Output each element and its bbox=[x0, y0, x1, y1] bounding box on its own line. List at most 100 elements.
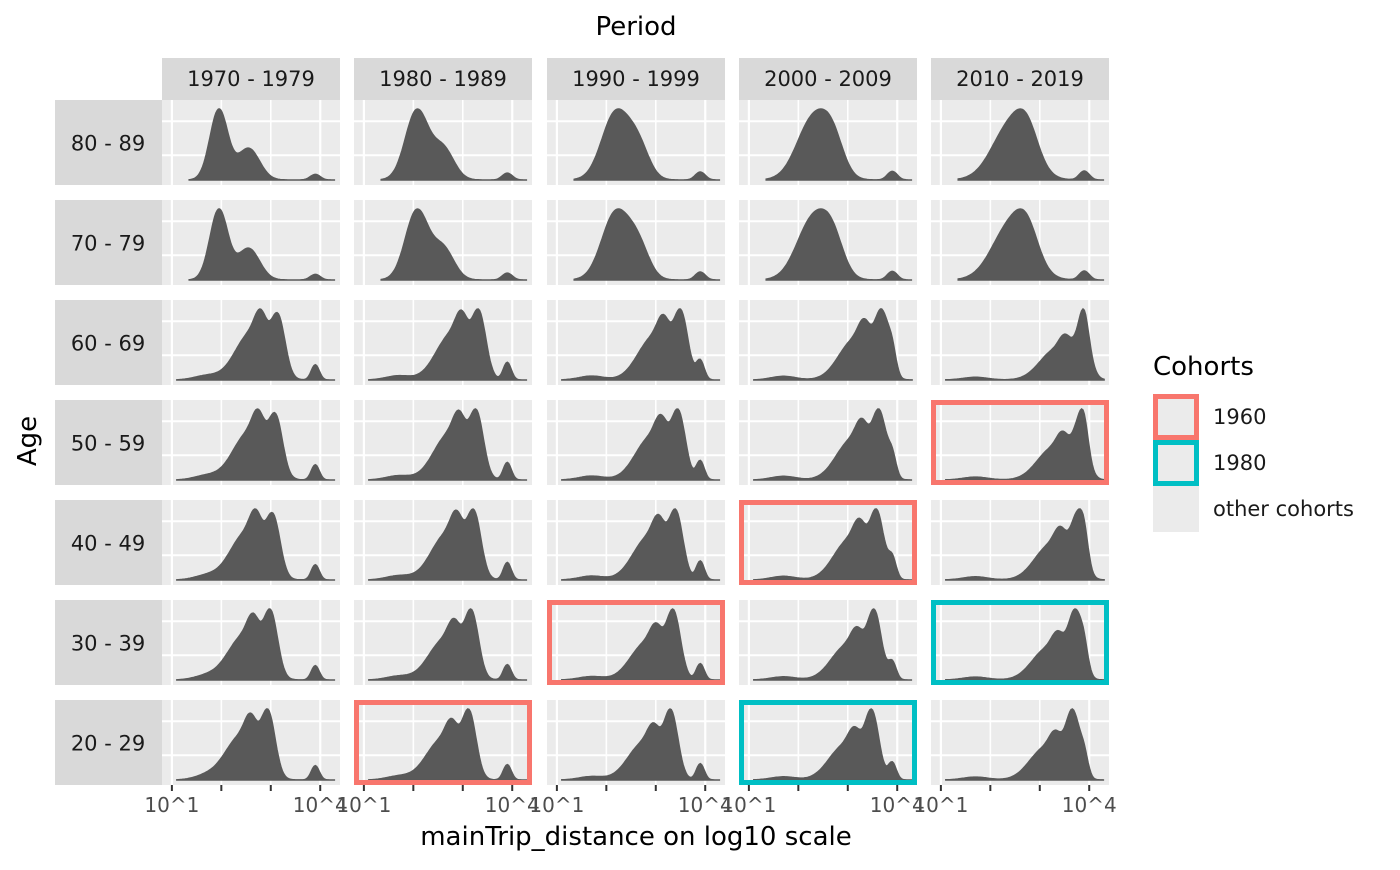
x-tick-label: 10^1 bbox=[913, 793, 968, 817]
panel-6-4 bbox=[931, 700, 1109, 785]
panel-6-2 bbox=[547, 700, 725, 785]
cohort-highlight-1960 bbox=[547, 600, 725, 685]
age-strip-label: 70 - 79 bbox=[71, 232, 145, 256]
period-strip-label: 2010 - 2019 bbox=[956, 67, 1084, 91]
legend-item-1: 1980 bbox=[1153, 440, 1266, 486]
period-strip-bg bbox=[162, 58, 340, 100]
panel-2-2 bbox=[547, 300, 725, 385]
density-area bbox=[561, 608, 721, 681]
age-strip-0: 80 - 89 bbox=[55, 100, 162, 185]
density-area bbox=[957, 108, 1105, 181]
density-area bbox=[368, 708, 528, 781]
period-strip-1: 1980 - 1989 bbox=[354, 58, 532, 100]
panel-2-3 bbox=[739, 300, 917, 385]
density-area bbox=[945, 708, 1105, 781]
period-strip-bg bbox=[931, 58, 1109, 100]
period-strip-label: 1970 - 1979 bbox=[187, 67, 315, 91]
panel-2-4 bbox=[931, 300, 1109, 385]
panel-0-2 bbox=[547, 100, 725, 185]
panel-4-1 bbox=[354, 500, 532, 585]
density-area bbox=[945, 407, 1105, 481]
x-tick-label: 10^1 bbox=[144, 793, 199, 817]
cohort-highlight-1960 bbox=[931, 400, 1109, 485]
panel-5-0 bbox=[162, 600, 340, 685]
density-area bbox=[561, 308, 721, 381]
density-area bbox=[561, 708, 721, 781]
cohort-highlight-1980 bbox=[739, 700, 917, 785]
x-axis-label: mainTrip_distance on log10 scale bbox=[420, 822, 852, 852]
panel-1-4 bbox=[931, 200, 1109, 285]
period-strip-bg bbox=[547, 58, 725, 100]
panel-3-0 bbox=[162, 400, 340, 485]
age-strip-bg bbox=[55, 200, 162, 285]
x-tick-label: 10^4 bbox=[1062, 793, 1117, 817]
density-area bbox=[368, 608, 528, 681]
legend-label: 1960 bbox=[1213, 405, 1266, 429]
legend-label: other cohorts bbox=[1213, 497, 1354, 521]
age-strip-5: 30 - 39 bbox=[55, 600, 162, 685]
period-strip-bg bbox=[739, 58, 917, 100]
x-axis-0: 10^1 10^4 bbox=[144, 785, 348, 817]
panel-6-1 bbox=[354, 700, 532, 785]
panel-0-0 bbox=[162, 100, 340, 185]
x-tick-label: 10^4 bbox=[293, 793, 348, 817]
panel-0-3 bbox=[739, 100, 917, 185]
age-strip-bg bbox=[55, 600, 162, 685]
legend-key-bg bbox=[1153, 486, 1199, 532]
panel-3-4 bbox=[931, 400, 1109, 485]
x-axis-4: 10^1 10^4 bbox=[913, 785, 1117, 817]
panel-1-0 bbox=[162, 200, 340, 285]
x-tick-label: 10^1 bbox=[529, 793, 584, 817]
age-strip-label: 40 - 49 bbox=[71, 532, 145, 556]
density-area bbox=[753, 708, 913, 781]
legend-title: Cohorts bbox=[1153, 352, 1254, 382]
legend-label: 1980 bbox=[1213, 451, 1266, 475]
age-strip-3: 50 - 59 bbox=[55, 400, 162, 485]
age-strip-label: 30 - 39 bbox=[71, 632, 145, 656]
density-area bbox=[573, 108, 721, 181]
density-area bbox=[753, 608, 913, 681]
chart-title: Period bbox=[595, 12, 676, 42]
density-area bbox=[765, 108, 913, 181]
cohort-highlight-1960 bbox=[739, 500, 917, 585]
age-strip-4: 40 - 49 bbox=[55, 500, 162, 585]
age-strip-6: 20 - 29 bbox=[55, 700, 162, 785]
panel-4-3 bbox=[739, 500, 917, 585]
legend-key-border bbox=[1153, 394, 1199, 440]
density-area bbox=[957, 208, 1105, 281]
panel-1-1 bbox=[354, 200, 532, 285]
panel-1-3 bbox=[739, 200, 917, 285]
x-tick-label: 10^4 bbox=[678, 793, 733, 817]
density-area bbox=[945, 508, 1105, 581]
density-area bbox=[176, 608, 336, 681]
period-strip-4: 2010 - 2019 bbox=[931, 58, 1109, 100]
density-area bbox=[176, 708, 336, 781]
density-area bbox=[561, 508, 721, 581]
legend: Cohorts 1960 1980 other cohorts bbox=[1153, 352, 1354, 532]
period-strip-bg bbox=[354, 58, 532, 100]
age-strip-bg bbox=[55, 100, 162, 185]
legend-key-border bbox=[1153, 440, 1199, 486]
density-area bbox=[176, 308, 336, 381]
panel-3-1 bbox=[354, 400, 532, 485]
density-area bbox=[753, 508, 913, 581]
cohort-highlight-1980 bbox=[931, 600, 1109, 685]
panel-5-2 bbox=[547, 600, 725, 685]
panel-6-0 bbox=[162, 700, 340, 785]
age-strip-2: 60 - 69 bbox=[55, 300, 162, 385]
density-area bbox=[188, 208, 336, 281]
density-area bbox=[380, 208, 528, 281]
density-area bbox=[945, 608, 1105, 681]
age-strip-label: 20 - 29 bbox=[71, 732, 145, 756]
panel-2-0 bbox=[162, 300, 340, 385]
density-area bbox=[368, 508, 528, 581]
density-area bbox=[176, 508, 336, 581]
density-area bbox=[188, 108, 336, 181]
panel-5-4 bbox=[931, 600, 1109, 685]
density-area bbox=[380, 108, 528, 181]
density-area bbox=[561, 408, 721, 481]
legend-key-bg bbox=[1153, 394, 1199, 440]
panel-0-4 bbox=[931, 100, 1109, 185]
density-area bbox=[753, 308, 913, 381]
x-axis-1: 10^1 10^4 bbox=[336, 785, 540, 817]
